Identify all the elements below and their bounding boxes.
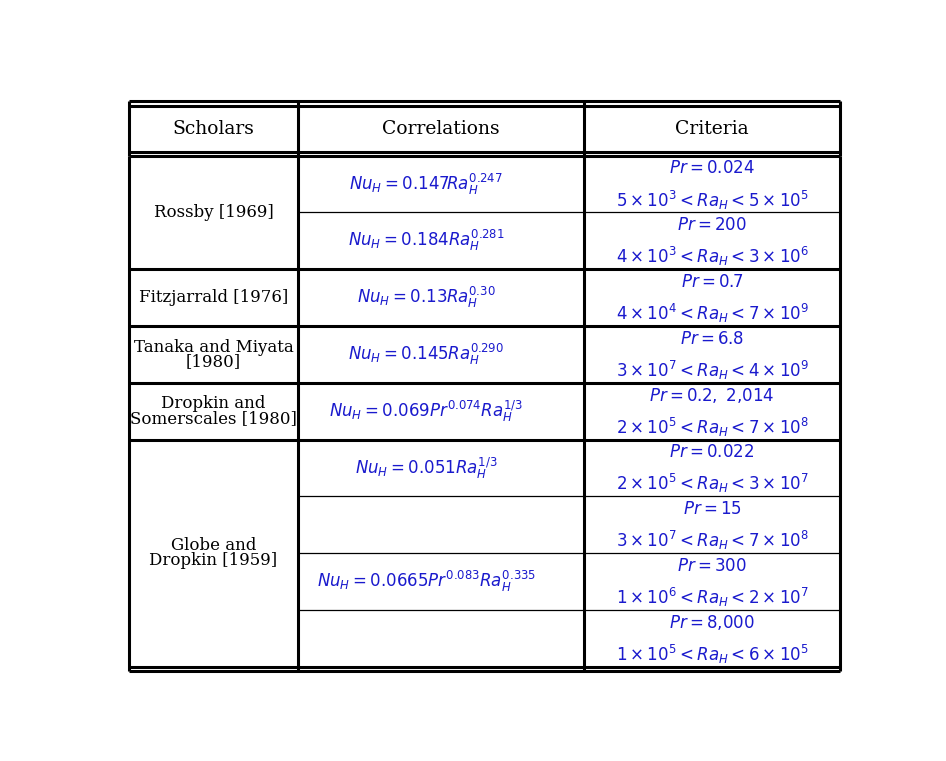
Text: $Pr=300$: $Pr=300$ <box>677 557 747 575</box>
Text: Dropkin and: Dropkin and <box>162 396 266 412</box>
Text: [1980]: [1980] <box>186 353 241 371</box>
Text: $Pr=0.2,\ 2{,}014$: $Pr=0.2,\ 2{,}014$ <box>650 386 775 405</box>
Text: $4\times10^3<Ra_H<3\times10^6$: $4\times10^3<Ra_H<3\times10^6$ <box>616 245 809 269</box>
Text: $2\times10^5<Ra_H<3\times10^7$: $2\times10^5<Ra_H<3\times10^7$ <box>616 473 809 495</box>
Text: $Pr=0.022$: $Pr=0.022$ <box>670 443 755 461</box>
Text: $2\times10^5<Ra_H<7\times10^8$: $2\times10^5<Ra_H<7\times10^8$ <box>616 416 809 438</box>
Text: $Pr=6.8$: $Pr=6.8$ <box>680 330 745 348</box>
Text: $Nu_H=0.13Ra_H^{0.30}$: $Nu_H=0.13Ra_H^{0.30}$ <box>357 285 496 310</box>
Text: Rossby [1969]: Rossby [1969] <box>153 204 273 221</box>
Text: Somerscales [1980]: Somerscales [1980] <box>131 410 297 427</box>
Text: $Nu_H=0.147Ra_H^{0.247}$: $Nu_H=0.147Ra_H^{0.247}$ <box>349 171 503 196</box>
Text: $5\times10^3<Ra_H<5\times10^5$: $5\times10^3<Ra_H<5\times10^5$ <box>616 189 809 212</box>
Text: $1\times10^5<Ra_H<6\times10^5$: $1\times10^5<Ra_H<6\times10^5$ <box>616 643 809 666</box>
Text: $Pr=8{,}000$: $Pr=8{,}000$ <box>669 613 755 632</box>
Text: Fitzjarrald [1976]: Fitzjarrald [1976] <box>139 289 289 306</box>
Text: $Nu_H=0.0665Pr^{0.083}Ra_H^{0.335}$: $Nu_H=0.0665Pr^{0.083}Ra_H^{0.335}$ <box>317 569 535 594</box>
Text: $Nu_H=0.069Pr^{0.074}Ra_H^{1/3}$: $Nu_H=0.069Pr^{0.074}Ra_H^{1/3}$ <box>329 399 523 424</box>
Text: $Pr=0.024$: $Pr=0.024$ <box>669 159 755 177</box>
Text: $Pr=15$: $Pr=15$ <box>683 500 742 518</box>
Text: $Nu_H=0.145Ra_H^{0.290}$: $Nu_H=0.145Ra_H^{0.290}$ <box>348 342 504 367</box>
Text: $1\times10^6<Ra_H<2\times10^7$: $1\times10^6<Ra_H<2\times10^7$ <box>616 586 809 609</box>
Text: $3\times10^7<Ra_H<4\times10^9$: $3\times10^7<Ra_H<4\times10^9$ <box>616 358 809 382</box>
Text: $Pr=0.7$: $Pr=0.7$ <box>680 272 744 291</box>
Text: Correlations: Correlations <box>382 119 499 138</box>
Text: Tanaka and Miyata: Tanaka and Miyata <box>133 339 293 355</box>
Text: $Nu_H=0.051Ra_H^{1/3}$: $Nu_H=0.051Ra_H^{1/3}$ <box>355 455 498 481</box>
Text: $3\times10^7<Ra_H<7\times10^8$: $3\times10^7<Ra_H<7\times10^8$ <box>616 529 809 552</box>
Text: $Nu_H=0.184Ra_H^{0.281}$: $Nu_H=0.184Ra_H^{0.281}$ <box>348 228 504 253</box>
Text: Dropkin [1959]: Dropkin [1959] <box>149 552 277 569</box>
Text: $4\times10^4<Ra_H<7\times10^9$: $4\times10^4<Ra_H<7\times10^9$ <box>616 302 809 325</box>
Text: $Pr=200$: $Pr=200$ <box>677 216 747 234</box>
Text: Scholars: Scholars <box>172 119 254 138</box>
Text: Criteria: Criteria <box>675 119 749 138</box>
Text: Globe and: Globe and <box>171 537 256 554</box>
